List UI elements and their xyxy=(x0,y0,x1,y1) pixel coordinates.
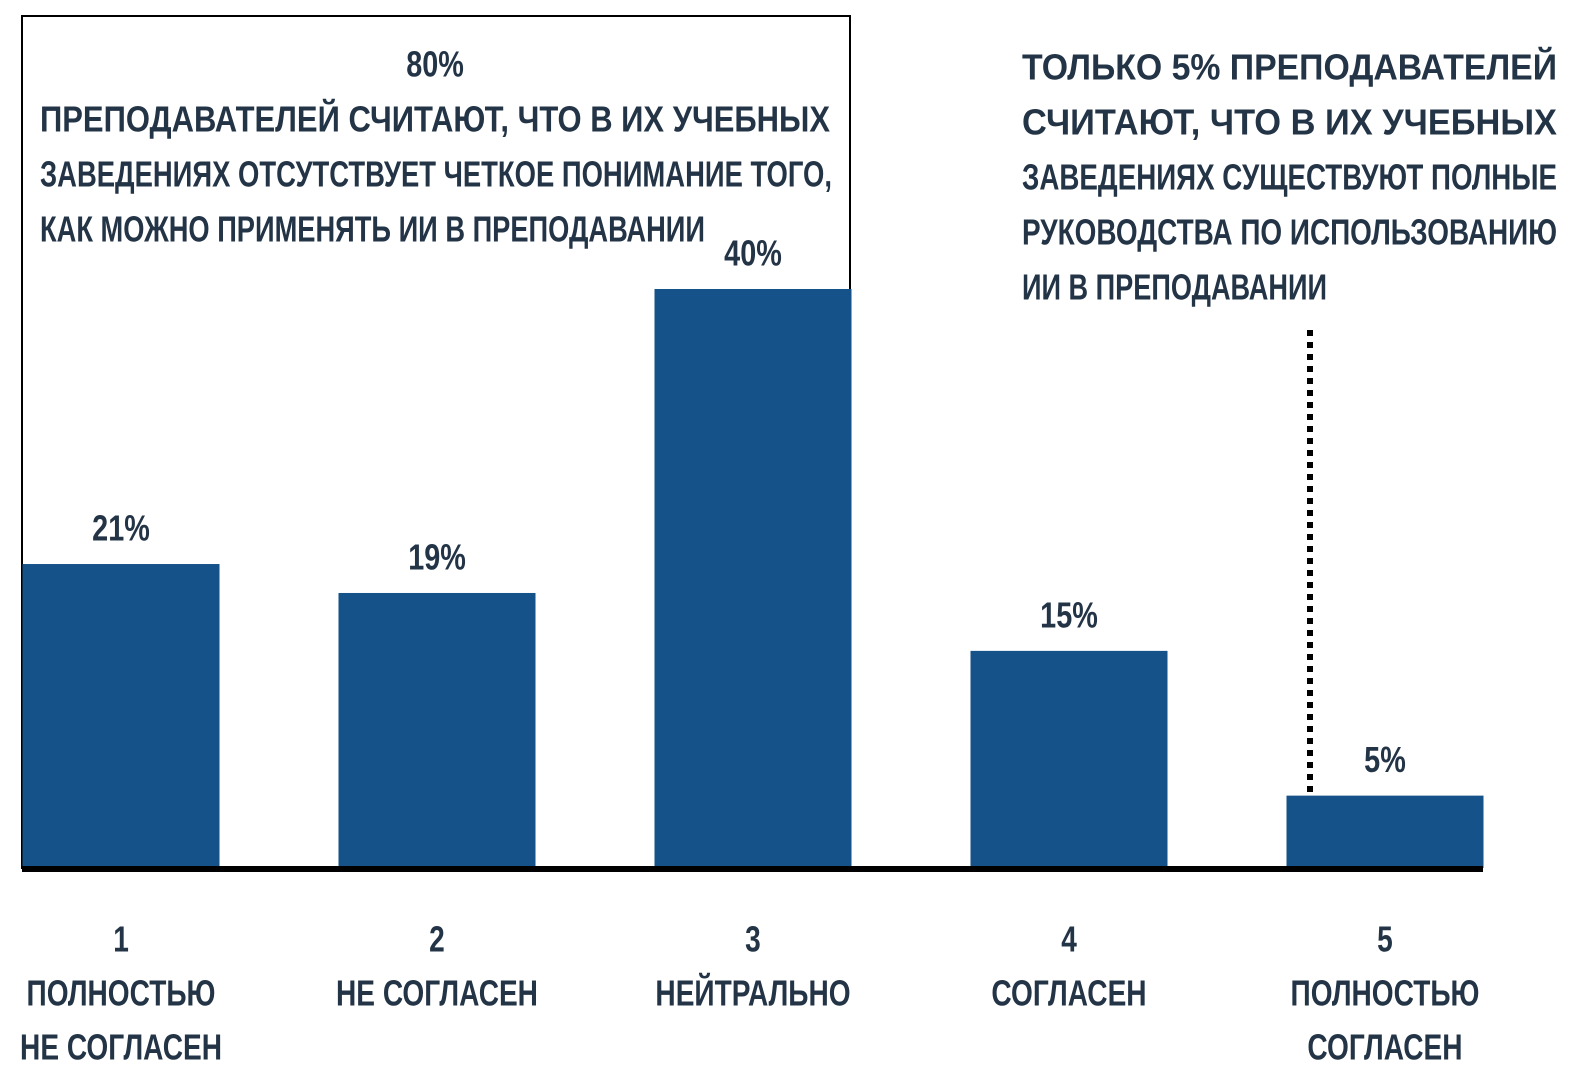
annotation-text: ТОЛЬКО 5% ПРЕПОДАВАТЕЛЕЙ xyxy=(1022,46,1557,88)
x-tick-label: 5 xyxy=(1377,919,1393,959)
value-label: 5% xyxy=(1364,739,1406,780)
annotation-text: ИИ В ПРЕПОДАВАНИИ xyxy=(1022,267,1327,308)
baseline xyxy=(22,866,1483,872)
value-label: 21% xyxy=(92,507,150,548)
x-tick-label: 2 xyxy=(429,919,445,959)
x-tick-label: СОГЛАСЕН xyxy=(991,973,1146,1013)
x-tick-label: СОГЛАСЕН xyxy=(1307,1027,1462,1067)
x-tick-label: 3 xyxy=(745,919,761,959)
x-tick-label: ПОЛНОСТЬЮ xyxy=(1291,973,1480,1013)
bar xyxy=(22,564,220,868)
x-tick-label: НЕЙТРАЛЬНО xyxy=(655,973,850,1013)
x-tick-label: 4 xyxy=(1061,919,1077,959)
annotation-text: ЗАВЕДЕНИЯХ СУЩЕСТВУЮТ ПОЛНЫЕ xyxy=(1022,157,1557,198)
x-tick-label: 1 xyxy=(113,919,129,959)
value-label: 40% xyxy=(724,232,782,273)
bar xyxy=(1286,795,1484,868)
annotation-heading: 80% xyxy=(406,43,464,84)
x-tick-label: НЕ СОГЛАСЕН xyxy=(336,973,538,1013)
bar xyxy=(338,592,536,868)
annotation-text: СЧИТАЮТ, ЧТО В ИХ УЧЕБНЫХ xyxy=(1022,102,1557,143)
value-label: 19% xyxy=(408,536,466,577)
value-label: 15% xyxy=(1040,594,1098,635)
annotation-text: ПРЕПОДАВАТЕЛЕЙ СЧИТАЮТ, ЧТО В ИХ УЧЕБНЫХ xyxy=(40,98,830,140)
annotation-text: РУКОВОДСТВА ПО ИСПОЛЬЗОВАНИЮ xyxy=(1022,212,1557,253)
bar xyxy=(970,650,1168,868)
x-tick-label: НЕ СОГЛАСЕН xyxy=(20,1027,222,1067)
bar xyxy=(654,289,852,868)
x-tick-label: ПОЛНОСТЬЮ xyxy=(27,973,216,1013)
annotation-text: КАК МОЖНО ПРИМЕНЯТЬ ИИ В ПРЕПОДАВАНИИ xyxy=(40,209,705,250)
annotation-text: ЗАВЕДЕНИЯХ ОТСУТСТВУЕТ ЧЕТКОЕ ПОНИМАНИЕ … xyxy=(40,154,832,195)
